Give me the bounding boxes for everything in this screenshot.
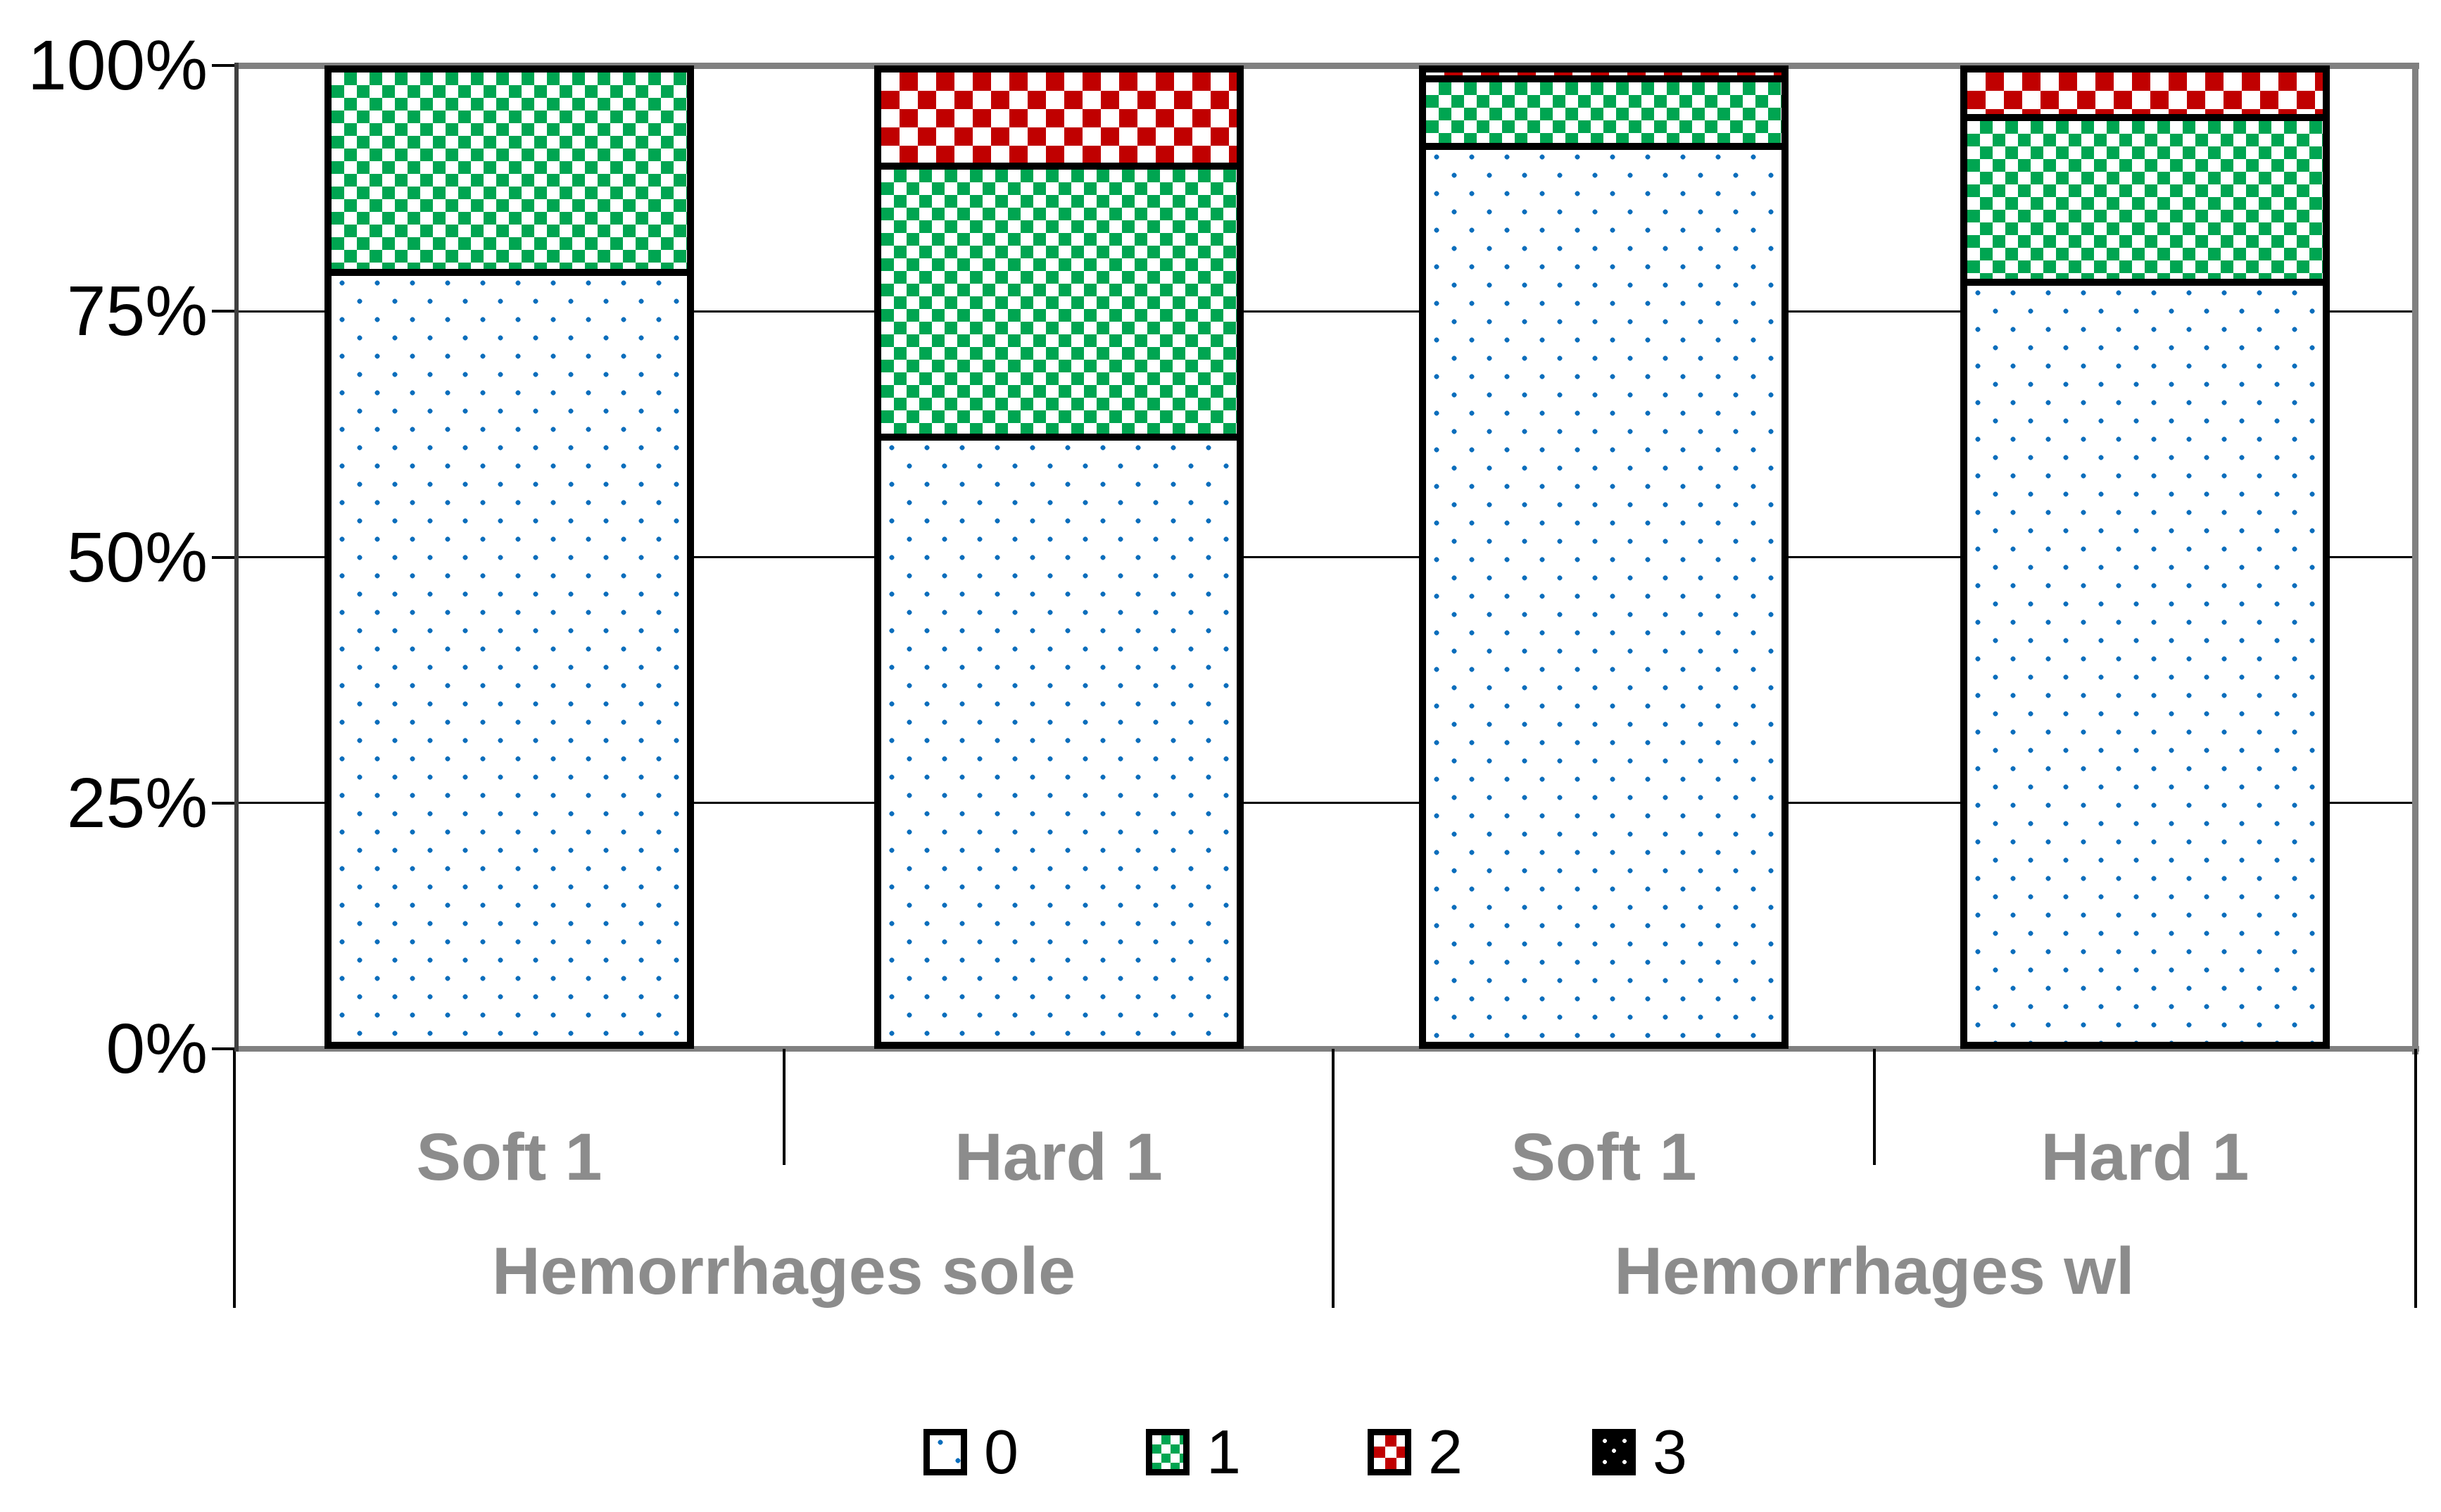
bar-soft-1-2 [1419, 65, 1789, 1049]
legend-swatch-3 [1592, 1429, 1636, 1475]
legend-swatch-1 [1146, 1429, 1190, 1475]
gridline-75 [237, 310, 2412, 313]
bar-0-segment-series-1 [332, 73, 687, 277]
bar-3-segment-series-2 [1967, 73, 2323, 121]
gridline-25 [237, 802, 2412, 805]
bar-3-segment-series-1 [1967, 120, 2323, 286]
bar-2-segment-series-1 [1426, 82, 1781, 151]
category-group-separator-0 [233, 1049, 236, 1308]
category-label-3: Hard 1 [2041, 1119, 2250, 1195]
bar-1-segment-series-0 [881, 441, 1237, 1042]
group-label-1: Hemorrhages wl [1614, 1233, 2135, 1309]
category-separator-1 [1873, 1049, 1876, 1165]
legend-item-2: 2 [1368, 1417, 1463, 1487]
legend-item-3: 3 [1592, 1417, 1687, 1487]
legend-label-1: 1 [1206, 1417, 1241, 1487]
y-tick-label-100: 100% [27, 26, 208, 105]
y-tick-label-50: 50% [66, 517, 208, 597]
category-label-0: Soft 1 [416, 1119, 603, 1195]
y-tick-75 [212, 310, 237, 313]
plot-top-border-line [237, 63, 2419, 69]
category-group-separator-1 [1332, 1049, 1335, 1308]
y-tick-100 [212, 64, 237, 67]
gridline-50 [237, 556, 2412, 558]
bar-soft-1-0 [324, 65, 694, 1049]
plot-area [234, 63, 2419, 1054]
plot-right-border-line [2412, 63, 2418, 1054]
y-tick-label-0: 0% [106, 1009, 208, 1088]
bar-1-segment-series-1 [881, 169, 1237, 441]
legend-item-0: 0 [923, 1417, 1018, 1487]
legend-swatch-2 [1368, 1429, 1411, 1475]
bar-0-segment-series-0 [332, 276, 687, 1042]
legend-label-3: 3 [1653, 1417, 1687, 1487]
y-tick-0 [212, 1047, 237, 1050]
legend-swatch-0 [923, 1429, 967, 1475]
legend-label-2: 2 [1428, 1417, 1463, 1487]
bar-2-segment-series-2 [1426, 73, 1781, 82]
category-separator-0 [783, 1049, 786, 1165]
category-label-2: Soft 1 [1510, 1119, 1697, 1195]
bar-1-segment-series-2 [881, 73, 1237, 170]
bar-hard-1-1 [873, 65, 1244, 1049]
y-tick-label-75: 75% [66, 272, 208, 351]
bar-hard-1-3 [1960, 65, 2330, 1049]
y-axis-line [234, 63, 239, 1052]
legend-item-1: 1 [1146, 1417, 1241, 1487]
category-label-1: Hard 1 [954, 1119, 1163, 1195]
category-group-separator-2 [2414, 1049, 2417, 1308]
y-tick-25 [212, 801, 237, 805]
legend-label-0: 0 [984, 1417, 1018, 1487]
bar-3-segment-series-0 [1967, 285, 2323, 1042]
y-tick-label-25: 25% [66, 763, 208, 843]
x-axis-line [237, 1046, 2419, 1052]
group-label-0: Hemorrhages sole [492, 1233, 1076, 1309]
bar-2-segment-series-0 [1426, 150, 1781, 1042]
y-tick-50 [212, 555, 237, 559]
